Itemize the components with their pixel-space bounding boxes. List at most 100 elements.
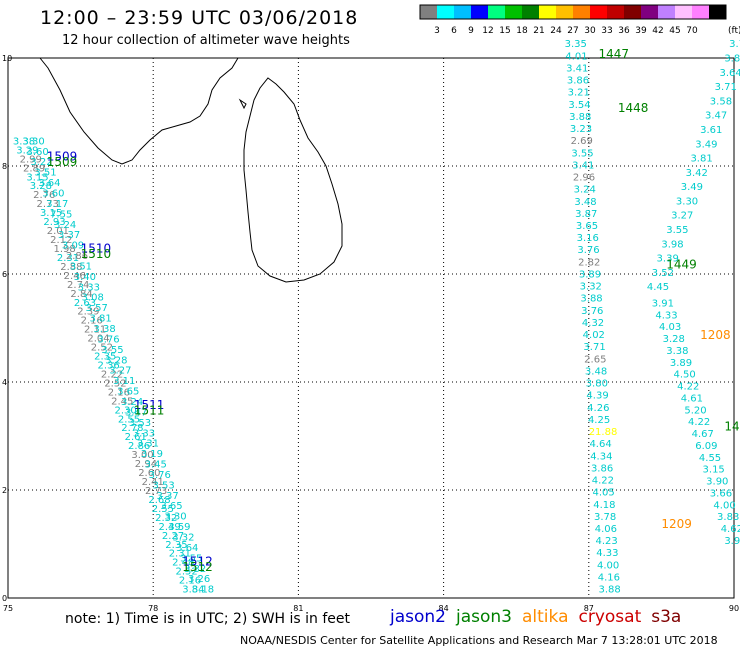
- wave-height-value: 2.68: [148, 495, 170, 506]
- wave-height-value: 3.23: [570, 124, 592, 135]
- wave-height-value: 3.32: [172, 532, 194, 543]
- wave-height-value: 4.45: [647, 282, 669, 293]
- wave-height-value: 3.76: [577, 245, 599, 256]
- wave-height-value: 4.16: [598, 572, 620, 583]
- wave-height-value: 3.90: [706, 477, 728, 488]
- pass-time-label: 1509: [47, 150, 78, 164]
- pass-time-label: 1510: [81, 241, 112, 255]
- wave-height-value: 3.00: [131, 450, 153, 461]
- colorbar-swatch: [658, 5, 676, 19]
- wave-height-value: 3.55: [101, 345, 123, 356]
- wave-height-value: 4.34: [590, 451, 612, 462]
- wave-height-value: 3.55: [180, 553, 202, 564]
- y-tick-label: 0: [2, 594, 7, 603]
- wave-height-value: 2.32: [155, 513, 177, 524]
- colorbar-label: 15: [499, 26, 510, 36]
- wave-height-value: 3.98: [661, 239, 683, 250]
- colorbar-label: 9: [468, 26, 474, 36]
- wave-height-value: 3.78: [594, 512, 616, 523]
- wave-height-value: 3.51: [34, 168, 56, 179]
- wave-height-value: 2.52: [91, 343, 113, 354]
- wave-height-value: 4.55: [699, 453, 721, 464]
- colorbar-swatch: [590, 5, 608, 19]
- wave-height-value: 3.32: [184, 564, 206, 575]
- wave-height-value: 2.78: [121, 423, 143, 434]
- wave-height-value: 3.64: [176, 543, 198, 554]
- wave-height-value: 3.91: [652, 298, 674, 309]
- wave-height-value: 2.49: [159, 522, 181, 533]
- colorbar-label: 70: [686, 26, 698, 36]
- satellite-legend: jason2 jason3 altika cryosat s3a: [390, 607, 691, 627]
- wave-height-value: 2.84: [70, 289, 92, 300]
- colorbar-swatch: [573, 5, 591, 19]
- wave-height-value: 2.94: [135, 459, 157, 470]
- wave-height-value: 2.04: [87, 334, 109, 345]
- wave-height-value: 3.60: [42, 189, 64, 200]
- colorbar-swatch: [522, 5, 540, 19]
- wave-height-value: 3.37: [58, 230, 80, 241]
- pass-time-label: 1209: [661, 517, 692, 531]
- y-tick-label: 6: [2, 270, 7, 279]
- wave-height-value: 3.27: [109, 366, 131, 377]
- wave-height-value: 3.84: [182, 585, 204, 596]
- wave-height-value: 4.22: [677, 382, 699, 393]
- wave-height-value: 3.58: [710, 96, 732, 107]
- wave-height-value: 3.87: [575, 209, 597, 220]
- wave-height-value: 3.88: [580, 294, 602, 305]
- wave-height-value: 2.55: [152, 504, 174, 515]
- wave-height-value: 3.30: [676, 196, 698, 207]
- colorbar-label: 36: [618, 26, 630, 36]
- wave-height-value: 2.16: [81, 316, 103, 327]
- legend-altika: altika: [522, 607, 569, 627]
- wave-height-value: 2.65: [584, 354, 606, 365]
- pass-time-label: 1208: [700, 328, 731, 342]
- wave-height-value: 2.52: [175, 567, 197, 578]
- wave-height-value: 3.21: [568, 88, 590, 99]
- wave-height-value: 3.33: [133, 428, 155, 439]
- wave-height-value: 3.29: [16, 145, 38, 156]
- x-tick-label: 75: [3, 604, 13, 613]
- wave-height-value: 3.89: [670, 358, 692, 369]
- y-tick-label: 2: [2, 486, 7, 495]
- pass-time-label: 1511: [134, 403, 165, 417]
- wave-height-value: 3.24: [121, 397, 143, 408]
- wave-height-value: 4.00: [713, 500, 735, 511]
- wave-height-value: 2.88: [60, 262, 82, 273]
- wave-height-value: 3.48: [585, 366, 607, 377]
- wave-height-value: 3.65: [576, 221, 598, 232]
- colorbar-label: 3: [434, 26, 440, 36]
- wave-height-value: 4.61: [681, 393, 703, 404]
- colorbar-label: 45: [669, 26, 680, 36]
- plot-frame: [7, 57, 735, 599]
- wave-height-value: 2.16: [179, 576, 201, 587]
- colorbar-swatch: [641, 5, 659, 19]
- wave-height-value: 2.69: [571, 136, 593, 147]
- wave-height-value: 3.53: [129, 418, 151, 429]
- wave-height-value: 2.35: [165, 540, 187, 551]
- pass-time-label: 1447: [598, 47, 629, 61]
- axis-tick-labels: 75 78 81 84 87 90 0 2 4 6 8 10: [2, 54, 739, 613]
- wave-height-value: 2.76: [33, 190, 55, 201]
- wave-height-value: 3.49: [695, 139, 717, 150]
- wave-height-value: 1.98: [53, 244, 75, 255]
- wave-height-value: 3.18: [192, 585, 214, 596]
- wave-height-value: 2.73: [145, 486, 167, 497]
- wave-height-value: 3.30: [23, 136, 45, 147]
- legend-s3a: s3a: [651, 607, 682, 627]
- wave-height-value: 3.65: [160, 501, 182, 512]
- wave-height-value: 2.30: [114, 405, 136, 416]
- colorbar-border: [419, 4, 727, 20]
- pass-time-label: 1449: [666, 258, 697, 272]
- wave-height-value: 3.52: [652, 268, 674, 279]
- wave-height-value: 3.19: [141, 449, 163, 460]
- wave-height-value: 3.66: [710, 488, 732, 499]
- wave-height-value: 3.60: [26, 147, 48, 158]
- wave-height-value: 2.41: [142, 477, 164, 488]
- wave-height-value: 4.02: [583, 330, 605, 341]
- wave-height-value: 3.27: [671, 211, 693, 222]
- wave-height-value: 4.33: [655, 310, 677, 321]
- wave-height-value: 21.88: [589, 427, 618, 438]
- wave-height-value: 3.51: [70, 261, 92, 272]
